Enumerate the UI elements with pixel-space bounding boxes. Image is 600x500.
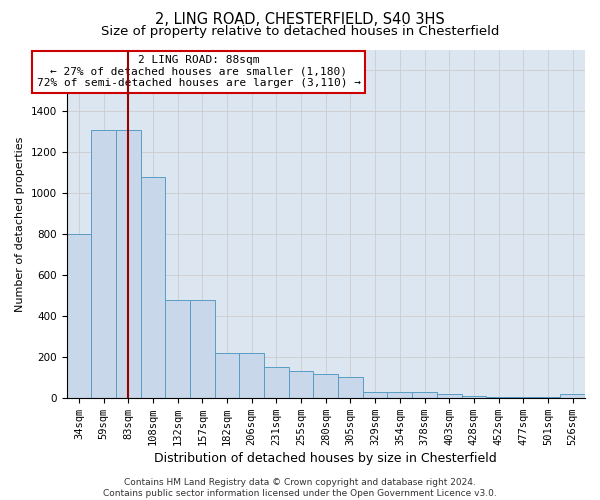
Bar (91, 130, 116, 398)
Text: Size of property relative to detached houses in Chesterfield: Size of property relative to detached ho… (101, 25, 499, 38)
Text: 2 LING ROAD: 88sqm
← 27% of detached houses are smaller (1,180)
72% of semi-deta: 2 LING ROAD: 88sqm ← 27% of detached hou… (37, 55, 361, 88)
Text: Contains HM Land Registry data © Crown copyright and database right 2024.
Contai: Contains HM Land Registry data © Crown c… (103, 478, 497, 498)
Bar (461, 396, 486, 398)
Bar (388, 392, 412, 398)
Bar (215, 353, 239, 398)
Bar (437, 394, 461, 398)
Y-axis label: Number of detached properties: Number of detached properties (15, 136, 25, 312)
Bar (536, 397, 560, 398)
Bar (289, 371, 313, 398)
Bar (67, 234, 91, 398)
Bar (363, 392, 388, 398)
Bar (511, 397, 536, 398)
Bar (313, 374, 338, 398)
Bar (338, 378, 363, 398)
Bar (264, 367, 289, 398)
Bar (239, 353, 264, 398)
X-axis label: Distribution of detached houses by size in Chesterfield: Distribution of detached houses by size … (154, 452, 497, 465)
Bar (190, 300, 215, 398)
Text: 2, LING ROAD, CHESTERFIELD, S40 3HS: 2, LING ROAD, CHESTERFIELD, S40 3HS (155, 12, 445, 28)
Bar (560, 394, 585, 398)
Bar (486, 397, 511, 398)
Bar (140, 177, 165, 398)
Bar (412, 392, 437, 398)
Bar (165, 300, 190, 398)
Bar (116, 130, 140, 398)
